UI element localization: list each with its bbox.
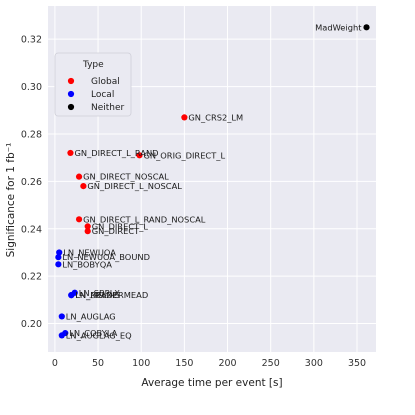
point-label: LN_PRAXIS <box>75 290 119 300</box>
data-points <box>55 24 370 339</box>
point-label: GN_DIRECT <box>92 226 140 236</box>
data-point <box>181 114 188 121</box>
data-point <box>75 173 83 180</box>
y-tick-label: 0.26 <box>21 177 42 188</box>
point-label: GN_DIRECT_L_RAND <box>74 148 158 158</box>
x-tick-label: 0 <box>52 358 58 369</box>
legend: Type Global Local Neither <box>54 52 132 117</box>
data-point <box>55 254 62 261</box>
legend-title: Type <box>82 60 104 70</box>
point-label: LN_NEWUOA_BOUND <box>62 252 150 262</box>
legend-marker <box>67 77 75 85</box>
y-tick-label: 0.22 <box>21 272 42 283</box>
legend-entry-label: Global <box>91 77 120 87</box>
legend-entry-label: Neither <box>91 103 125 113</box>
x-tick-label: 50 <box>92 358 104 369</box>
point-label: LN_BOBYQA <box>62 259 112 269</box>
point-label: LN_AUGLAG <box>66 311 116 321</box>
point-label: GN_DIRECT_L_NOSCAL <box>87 181 182 191</box>
y-tick-label: 0.32 <box>21 35 42 46</box>
data-point <box>136 152 143 159</box>
x-axis-ticks: 0 50 100 150 200 250 300 350 <box>52 358 366 369</box>
y-tick-label: 0.24 <box>21 224 42 235</box>
data-point <box>80 183 87 190</box>
x-tick-label: 100 <box>132 358 150 369</box>
y-axis-title: Significance for 1 fb⁻¹ <box>5 143 17 258</box>
point-label: GN_DIRECT_NOSCAL <box>83 172 169 182</box>
data-point <box>58 313 65 320</box>
data-point-labels: GN_CRS2_LM GN_DIRECT_L_RANDGN_ORIG_DIRECT… <box>62 22 362 340</box>
x-tick-label: 350 <box>348 358 366 369</box>
point-label: GN_DIRECT_L <box>92 221 149 231</box>
legend-marker <box>67 90 75 98</box>
grid-lines <box>48 6 376 352</box>
legend-marker <box>67 103 75 111</box>
y-tick-label: 0.30 <box>21 82 42 93</box>
data-point <box>84 228 91 235</box>
point-label: LN_AUGLAG_EQ <box>66 330 132 340</box>
point-label: LN_NELDERMEAD <box>75 290 148 300</box>
point-label: GN_ORIG_DIRECT_L <box>143 150 225 160</box>
data-point <box>58 332 65 339</box>
point-label: MadWeight <box>315 22 362 32</box>
x-tick-label: 150 <box>175 358 193 369</box>
point-label: LN_NEWUOA <box>63 247 116 257</box>
y-axis-ticks: 0.20 0.22 0.24 0.26 0.28 0.30 0.32 <box>21 35 42 330</box>
x-tick-label: 250 <box>262 358 280 369</box>
y-tick-label: 0.20 <box>21 319 42 330</box>
legend-box <box>54 52 132 117</box>
point-label: GN_CRS2_LM <box>188 112 243 122</box>
legend-entries: Global Local Neither <box>67 77 125 113</box>
data-point <box>84 223 91 230</box>
point-label: LN_COBYLA <box>69 328 117 338</box>
data-point <box>67 149 74 157</box>
x-tick-label: 200 <box>218 358 236 369</box>
data-point <box>55 261 62 268</box>
data-point <box>75 216 83 223</box>
data-point <box>363 24 370 31</box>
y-tick-label: 0.28 <box>21 129 42 140</box>
x-axis-title: Average time per event [s] <box>141 377 282 389</box>
data-point <box>56 249 63 256</box>
x-tick-label: 300 <box>305 358 323 369</box>
legend-entry-label: Local <box>91 90 114 100</box>
point-label: LN_SBPLX <box>79 288 121 298</box>
data-point <box>68 292 75 299</box>
point-label: GN_DIRECT_L_RAND_NOSCAL <box>83 214 206 224</box>
